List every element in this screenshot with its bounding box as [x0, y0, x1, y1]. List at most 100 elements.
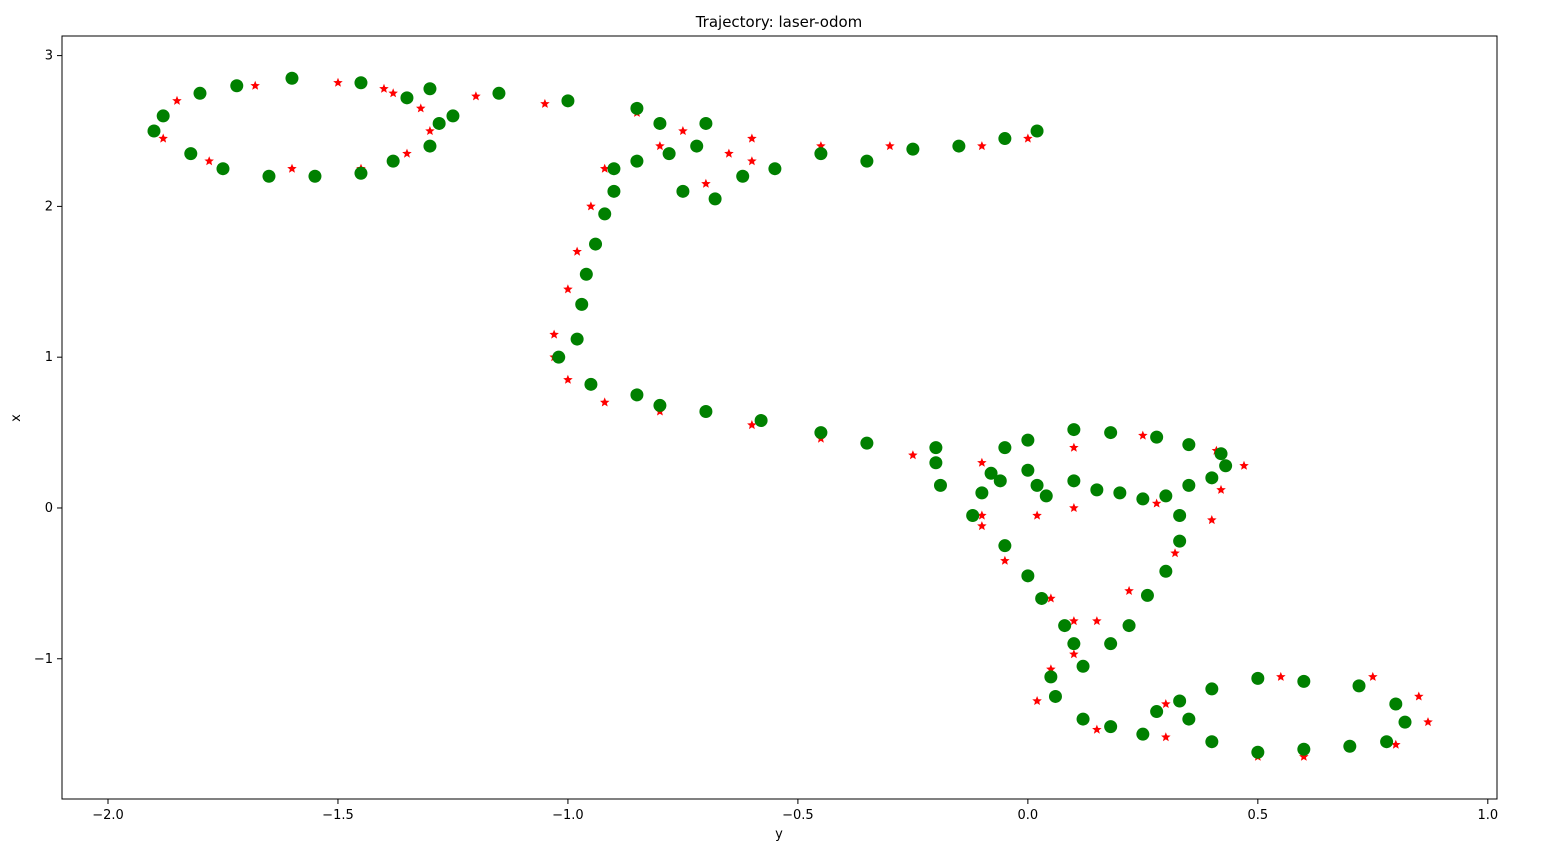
trajectory-circle-point: [952, 139, 966, 153]
trajectory-circle-point: [607, 162, 621, 176]
trajectory-circle-point: [1297, 674, 1311, 688]
trajectory-circle-point: [860, 436, 874, 450]
trajectory-star-point: [379, 83, 389, 93]
trajectory-circle-point: [906, 142, 920, 156]
y-tick-label: −1: [34, 652, 53, 667]
trajectory-circle-point: [1067, 637, 1081, 651]
trajectory-circle-point: [1380, 735, 1394, 749]
trajectory-circle-point: [1389, 697, 1403, 711]
trajectory-circle-point: [1352, 679, 1366, 693]
trajectory-star-point: [1161, 732, 1171, 742]
trajectory-circle-point: [690, 139, 704, 153]
trajectory-circle-point: [1067, 423, 1081, 437]
trajectory-circle-point: [423, 82, 437, 96]
trajectory-circle-point: [929, 456, 943, 470]
trajectory-star-point: [977, 457, 987, 467]
x-tick-label: 0.0: [1018, 808, 1039, 823]
trajectory-circle-point: [1090, 483, 1104, 497]
trajectory-star-point: [747, 156, 757, 166]
trajectory-star-point: [1216, 484, 1226, 494]
trajectory-circle-point: [1173, 534, 1187, 548]
data-points-layer: [147, 71, 1433, 761]
trajectory-star-point: [747, 133, 757, 143]
trajectory-star-point: [1046, 593, 1056, 603]
trajectory-circle-point: [1021, 433, 1035, 447]
trajectory-circle-point: [354, 76, 368, 90]
trajectory-circle-point: [1021, 569, 1035, 583]
trajectory-circle-point: [630, 154, 644, 168]
trajectory-circle-point: [1182, 438, 1196, 452]
x-tick-label: −1.5: [322, 808, 354, 823]
trajectory-circle-point: [860, 154, 874, 168]
trajectory-star-point: [1239, 460, 1249, 470]
trajectory-star-point: [540, 98, 550, 108]
trajectory-circle-point: [1205, 735, 1219, 749]
trajectory-star-point: [1069, 503, 1079, 512]
trajectory-star-point: [204, 156, 214, 166]
trajectory-circle-point: [1150, 705, 1164, 719]
trajectory-circle-point: [1030, 124, 1044, 138]
trajectory-circle-point: [653, 116, 667, 130]
chart-title: Trajectory: laser-odom: [695, 13, 863, 31]
trajectory-circle-point: [1048, 689, 1062, 703]
trajectory-circle-point: [156, 109, 170, 123]
trajectory-star-point: [1161, 699, 1171, 708]
trajectory-star-point: [1391, 739, 1401, 749]
trajectory-star-point: [701, 178, 711, 188]
trajectory-star-point: [563, 374, 573, 384]
trajectory-star-point: [1138, 430, 1148, 440]
trajectory-circle-point: [814, 147, 828, 161]
trajectory-circle-point: [432, 116, 446, 130]
trajectory-circle-point: [492, 86, 506, 100]
trajectory-circle-point: [552, 350, 566, 364]
trajectory-circle-point: [1058, 619, 1072, 633]
trajectory-circle-point: [1214, 447, 1228, 461]
trajectory-star-point: [425, 126, 435, 135]
trajectory-circle-point: [699, 404, 713, 418]
trajectory-circle-point: [598, 207, 612, 221]
x-axis-label: y: [775, 827, 783, 842]
trajectory-star-point: [471, 91, 481, 101]
trajectory-circle-point: [708, 192, 722, 206]
x-tick-label: 0.5: [1247, 808, 1268, 823]
trajectory-circle-point: [998, 441, 1012, 455]
trajectory-circle-point: [561, 94, 575, 108]
x-tick-label: −2.0: [92, 808, 124, 823]
trajectory-circle-point: [754, 414, 768, 428]
trajectory-circle-point: [1044, 670, 1058, 684]
trajectory-circle-point: [193, 86, 207, 100]
trajectory-circle-point: [607, 184, 621, 198]
trajectory-circle-point: [230, 79, 244, 93]
trajectory-circle-point: [1104, 637, 1118, 651]
trajectory-circle-point: [1039, 489, 1053, 503]
trajectory-circle-point: [386, 154, 400, 168]
trajectory-circle-point: [1343, 739, 1357, 753]
trajectory-circle-point: [285, 71, 299, 85]
trajectory-circle-point: [768, 162, 782, 176]
trajectory-circle-point: [1205, 682, 1219, 696]
trajectory-star-point: [402, 148, 412, 158]
trajectory-circle-point: [975, 486, 989, 500]
trajectory-circle-point: [998, 539, 1012, 553]
y-tick-label: 3: [45, 49, 53, 64]
trajectory-star-point: [563, 284, 573, 294]
y-tick-label: 1: [45, 350, 53, 365]
trajectory-star-point: [600, 163, 610, 173]
trajectory-star-point: [572, 246, 582, 256]
trajectory-circle-point: [676, 184, 690, 198]
trajectory-circle-point: [814, 426, 828, 440]
trajectory-circle-point: [1076, 659, 1090, 673]
trajectory-circle-point: [662, 147, 676, 161]
trajectory-star-point: [1000, 555, 1010, 565]
trajectory-circle-point: [1104, 720, 1118, 734]
trajectory-star-point: [1023, 133, 1033, 143]
trajectory-circle-point: [1173, 509, 1187, 523]
x-tick-label: 1.0: [1477, 808, 1498, 823]
trajectory-circle-point: [1205, 471, 1219, 485]
trajectory-circle-point: [998, 132, 1012, 146]
trajectory-circle-point: [354, 166, 368, 180]
trajectory-circle-point: [216, 162, 230, 176]
trajectory-circle-point: [1113, 486, 1127, 500]
trajectory-star-point: [1299, 751, 1309, 761]
trajectory-circle-point: [184, 147, 198, 161]
